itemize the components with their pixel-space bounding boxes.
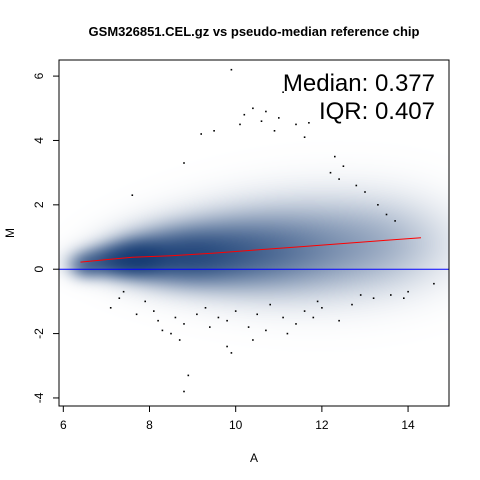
outlier-point [243, 113, 246, 116]
outlier-point [217, 316, 220, 319]
outlier-point [226, 319, 228, 322]
x-tick-label: 14 [401, 418, 415, 432]
y-tick-label: -2 [32, 328, 46, 339]
outlier-point [355, 184, 358, 187]
outlier-point [252, 339, 254, 341]
outlier-point [265, 110, 267, 113]
y-axis-label: M [3, 228, 17, 238]
outlier-point [230, 352, 233, 354]
outlier-point [342, 165, 345, 167]
x-tick-label: 8 [146, 418, 153, 432]
outlier-point [204, 307, 207, 309]
outlier-point [109, 307, 112, 309]
chart-title: GSM326851.CEL.gz vs pseudo-median refere… [89, 24, 420, 39]
plot-area [59, 60, 449, 406]
outlier-point [170, 332, 172, 335]
outlier-point [286, 332, 289, 335]
outlier-point [282, 316, 284, 319]
outlier-point [187, 374, 190, 377]
outlier-point [213, 130, 215, 132]
outlier-point [329, 171, 332, 174]
outlier-point [161, 329, 164, 332]
outlier-point [252, 107, 254, 110]
outlier-point [351, 303, 353, 306]
y-tick-label: 6 [32, 72, 46, 79]
outlier-point [359, 294, 362, 296]
outlier-point [260, 120, 263, 122]
outlier-point [338, 178, 340, 180]
outlier-point [334, 155, 336, 158]
outlier-point [282, 91, 284, 93]
outlier-point [303, 310, 306, 312]
x-tick-label: 10 [229, 418, 243, 432]
outlier-point [183, 390, 185, 393]
outlier-point [321, 307, 323, 309]
outlier-point [273, 130, 276, 132]
outlier-point [394, 220, 396, 222]
outlier-point [303, 136, 306, 138]
y-axis: -4 -2 0 2 4 6 [32, 72, 60, 403]
outlier-point [230, 68, 233, 71]
outlier-point [308, 122, 310, 124]
outlier-point [226, 345, 228, 348]
x-axis: 6 8 10 12 14 [60, 405, 415, 432]
outlier-point [295, 323, 297, 325]
x-tick-label: 6 [60, 418, 67, 432]
outlier-point [295, 123, 297, 126]
outlier-point [135, 313, 138, 316]
outlier-point [178, 339, 181, 341]
outlier-point [312, 316, 315, 319]
outlier-point [144, 300, 146, 303]
outlier-point [153, 310, 155, 312]
outlier-point [122, 290, 125, 293]
x-tick-label: 12 [315, 418, 329, 432]
outlier-point [278, 117, 280, 119]
x-axis-label: A [250, 451, 258, 465]
outlier-point [183, 323, 185, 325]
y-tick-label: 4 [32, 137, 46, 144]
loess-curve [80, 237, 422, 263]
outlier-point [372, 297, 375, 299]
iqr-stat: IQR: 0.407 [319, 98, 435, 125]
outlier-point [433, 282, 435, 285]
outlier-point [200, 133, 202, 135]
outlier-point [131, 194, 134, 196]
outlier-point [118, 297, 121, 299]
outlier-point [316, 300, 319, 303]
outlier-point [265, 329, 267, 332]
outlier-point [196, 313, 198, 316]
y-tick-label: -4 [32, 392, 46, 403]
outlier-point [256, 313, 258, 316]
outlier-point [385, 213, 388, 216]
outlier-point [174, 316, 177, 319]
outlier-points [109, 68, 435, 393]
y-tick-label: 0 [32, 266, 46, 273]
outlier-point [269, 303, 271, 306]
median-stat: Median: 0.377 [283, 70, 435, 97]
outlier-point [239, 123, 241, 126]
outlier-point [407, 290, 409, 293]
outlier-point [390, 294, 392, 296]
y-tick-label: 2 [32, 201, 46, 208]
outlier-point [338, 319, 340, 322]
outlier-point [183, 162, 185, 164]
outlier-point [247, 326, 250, 328]
density-cloud [59, 60, 449, 406]
outlier-point [234, 310, 237, 312]
outlier-point [209, 326, 211, 328]
outlier-point [364, 191, 366, 193]
outlier-point [377, 204, 379, 206]
outlier-point [157, 319, 159, 322]
outlier-point [403, 297, 405, 299]
